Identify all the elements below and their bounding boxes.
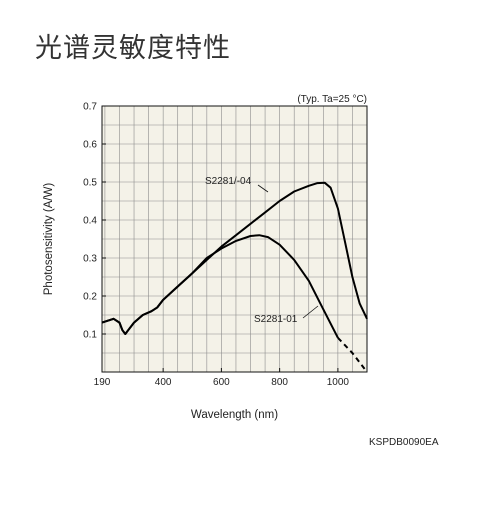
y-tick-label: 0.4 [83, 216, 97, 227]
series-line-2-extension [337, 337, 368, 373]
condition-label: (Typ. Ta=25 °C) [297, 94, 367, 105]
x-tick-label: 400 [155, 377, 172, 388]
x-tick-label: 1000 [327, 377, 350, 388]
x-axis-label: Wavelength (nm) [191, 409, 278, 421]
y-axis-label: Photosensitivity (A/W) [43, 183, 55, 296]
series-line-2 [101, 234, 339, 339]
document-code: KSPDB0090EA [369, 437, 439, 448]
page-title: 光谱灵敏度特性 [35, 33, 231, 64]
y-tick-label: 0.2 [83, 292, 97, 303]
series-label-leader-1 [257, 184, 269, 193]
plot-frame [101, 105, 368, 373]
y-tick-label: 0.1 [83, 330, 97, 341]
series-label-1: S2281/-04 [205, 176, 252, 187]
x-tick-label: 600 [213, 377, 230, 388]
x-tick-label: 190 [94, 377, 111, 388]
series-label-leader-2 [302, 305, 319, 319]
y-tick-label: 0.5 [83, 178, 97, 189]
y-tick-label: 0.3 [83, 254, 97, 265]
series-label-2: S2281-01 [254, 314, 298, 325]
y-tick-label: 0.7 [83, 102, 97, 113]
x-tick-label: 800 [271, 377, 288, 388]
y-tick-label: 0.6 [83, 140, 97, 151]
